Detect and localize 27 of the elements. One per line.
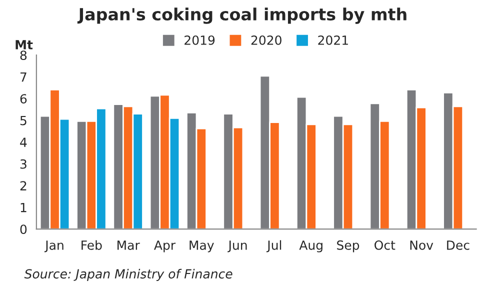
y-tick-label: 0	[20, 224, 27, 234]
x-tick-label: Mar	[118, 240, 140, 250]
x-tick-label: Apr	[154, 240, 176, 252]
y-tick-label: 7	[20, 72, 26, 82]
x-tick-label: Sep	[337, 240, 360, 252]
x-tick-label: Jan	[44, 240, 64, 252]
legend-label: 2019	[184, 35, 215, 45]
y-tick-label: 4	[20, 138, 27, 147]
y-tick-label: 3	[20, 159, 26, 169]
y-tick-label: 8	[20, 50, 27, 60]
x-tick-label: Jul	[266, 240, 282, 252]
x-tick-label: Aug	[299, 240, 322, 252]
legend-label: 2021	[318, 35, 348, 45]
legend-label: 2020	[251, 35, 282, 45]
x-tick-label: Feb	[82, 240, 102, 250]
chart-title: Japan's coking coal imports by mth	[77, 8, 406, 24]
x-tick-label: Oct	[374, 240, 396, 250]
y-tick-label: 6	[20, 94, 27, 104]
y-tick-label: 5	[20, 116, 26, 126]
y-tick-label: 1	[20, 202, 26, 212]
x-tick-label: Dec	[447, 240, 470, 250]
y-axis-title: Mt	[16, 40, 33, 50]
source-note: Source: Japan Ministry of Finance	[24, 268, 232, 281]
x-tick-label: May	[190, 240, 214, 252]
x-tick-label: Nov	[410, 240, 434, 250]
y-tick-label: 2	[20, 181, 26, 190]
x-tick-label: Jun	[228, 240, 247, 252]
